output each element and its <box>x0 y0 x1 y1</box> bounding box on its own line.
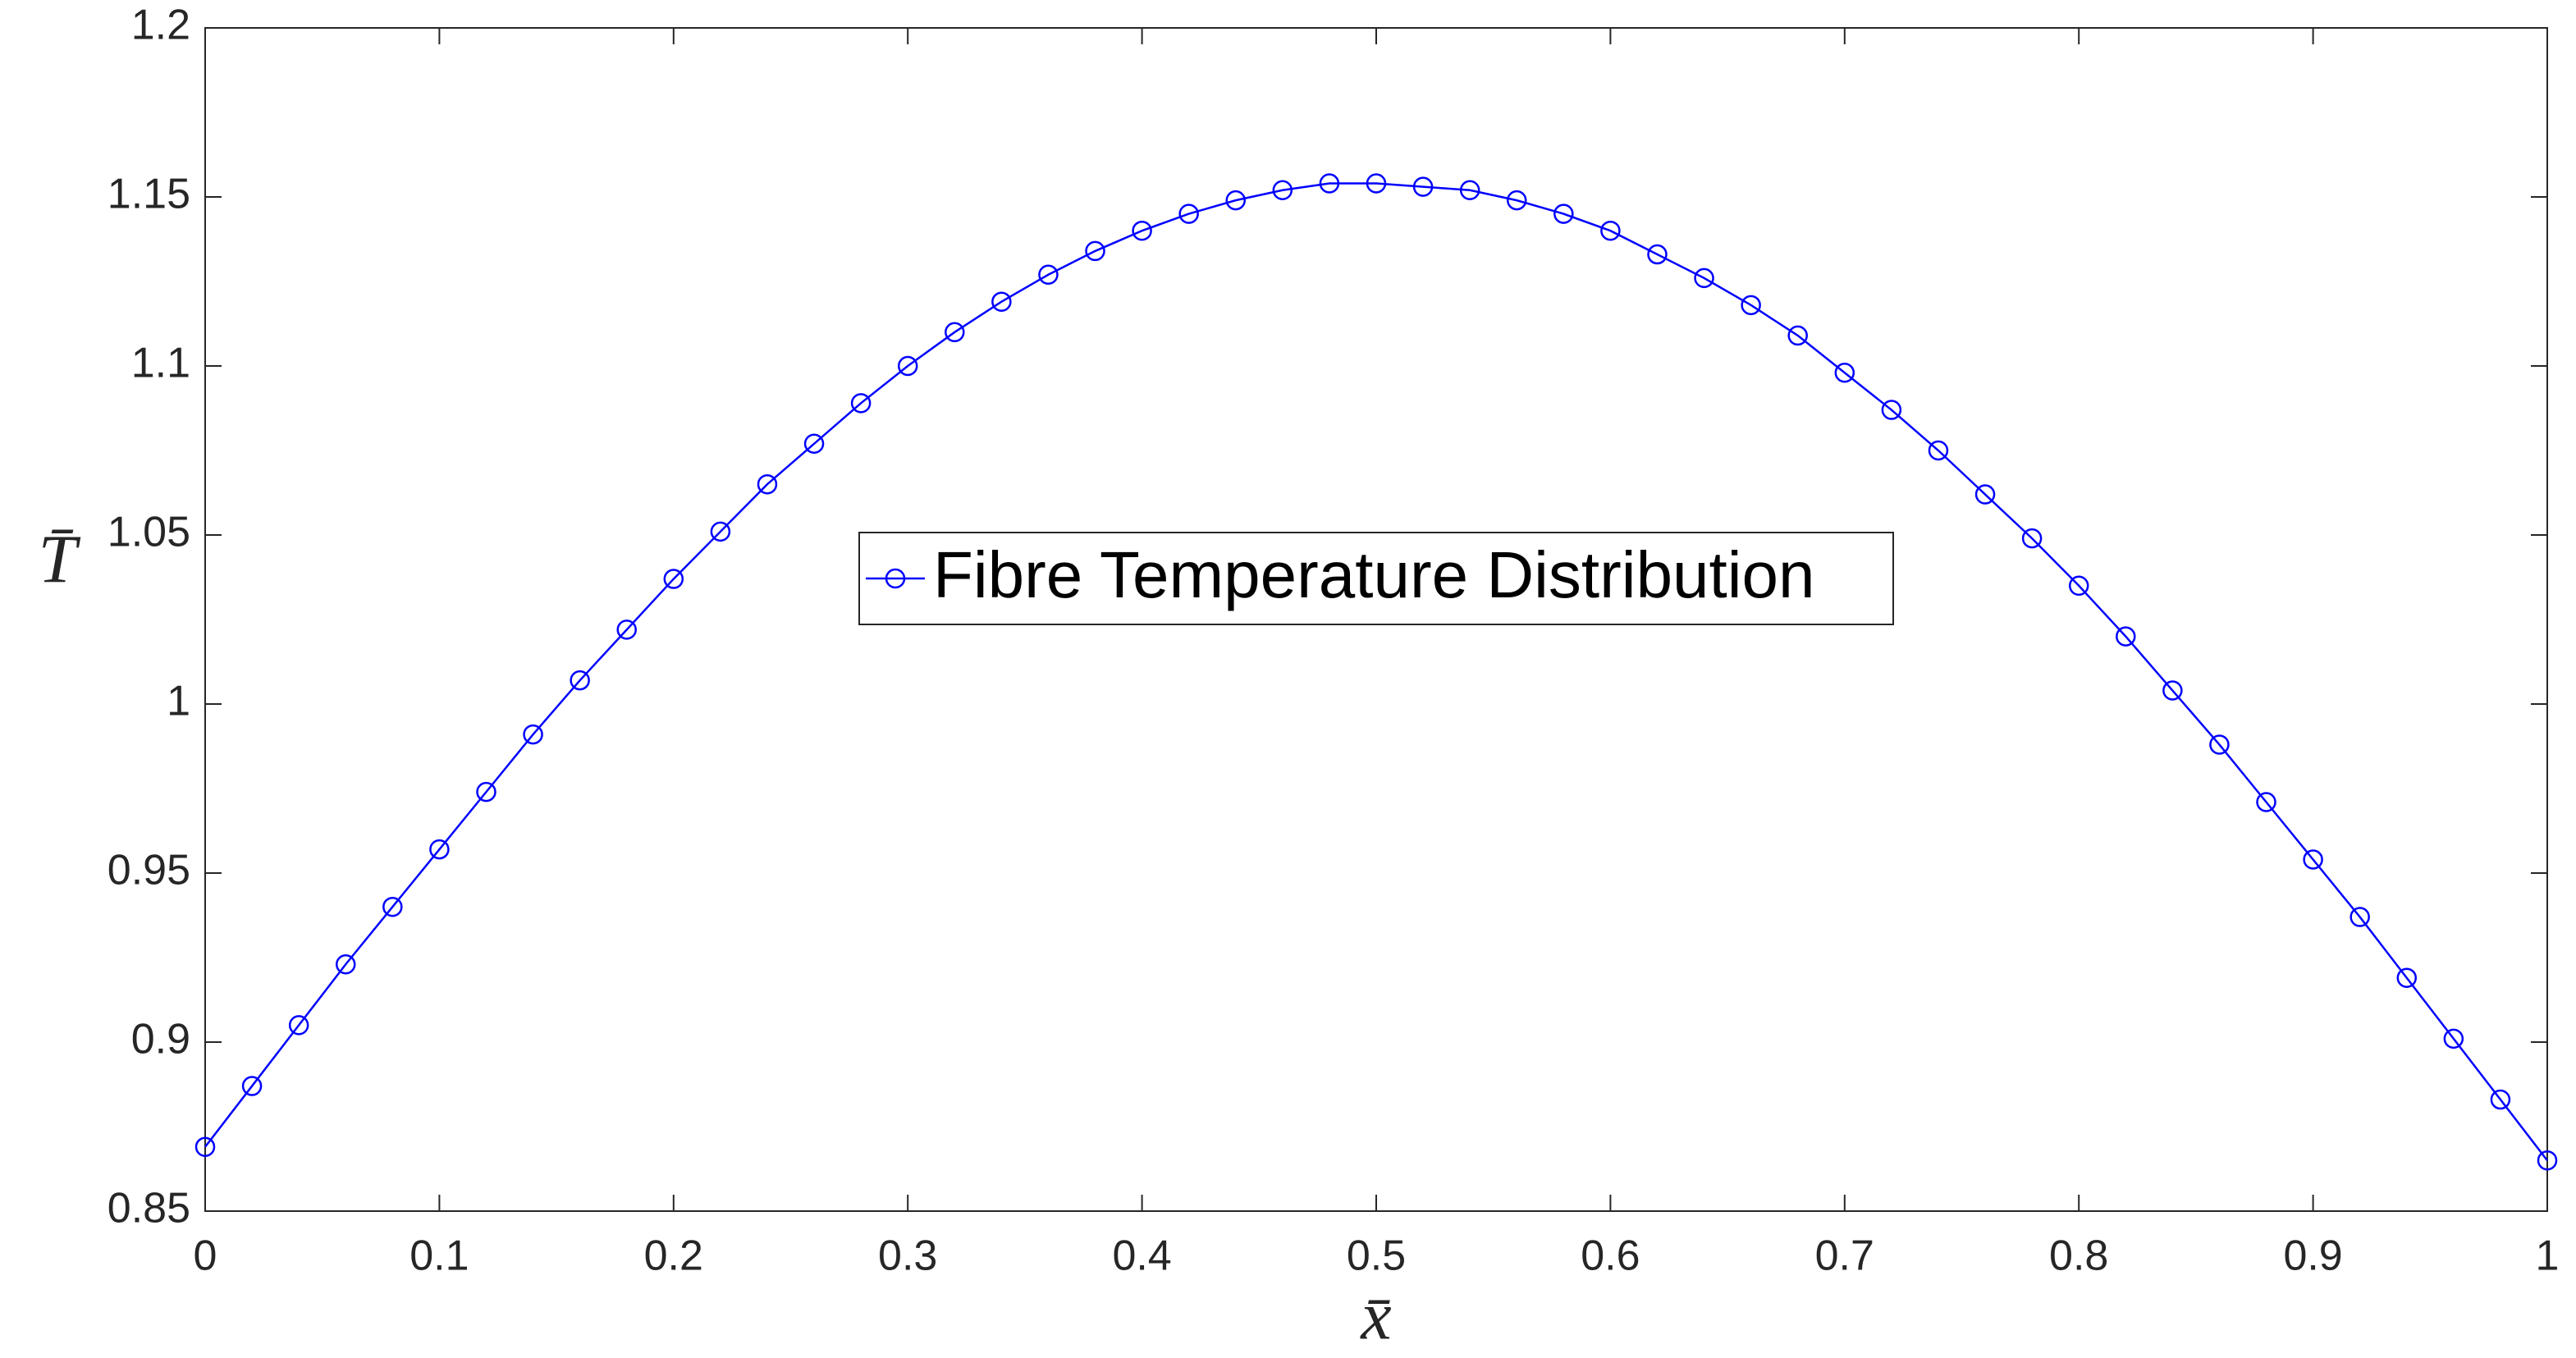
data-marker <box>2396 967 2418 988</box>
data-marker <box>850 393 872 414</box>
data-marker <box>991 291 1012 312</box>
y-tick-label: 1.05 <box>108 509 190 556</box>
data-marker <box>1412 176 1434 197</box>
x-tick-label: 0.9 <box>2283 1232 2342 1280</box>
x-axis-label: x̄ <box>1359 1278 1391 1354</box>
legend-label: Fibre Temperature Distribution <box>933 538 1815 611</box>
y-axis-label: T̄ <box>39 521 81 597</box>
data-marker <box>1741 295 1761 316</box>
x-tick-label: 0.5 <box>1347 1232 1406 1280</box>
data-marker <box>2490 1089 2511 1110</box>
x-tick-label: 0 <box>194 1232 217 1280</box>
x-tick-label: 0.8 <box>2049 1232 2108 1280</box>
data-marker <box>1787 325 1808 346</box>
data-marker <box>1834 362 1855 383</box>
data-marker <box>241 1076 263 1096</box>
x-tick-label: 0.7 <box>1815 1232 1874 1280</box>
data-marker <box>382 896 403 917</box>
data-marker <box>1085 240 1105 262</box>
data-marker <box>2537 1150 2558 1171</box>
data-marker <box>1600 220 1621 241</box>
data-marker <box>570 670 590 691</box>
x-tick-label: 0.6 <box>1581 1232 1640 1280</box>
data-marker <box>616 620 637 640</box>
data-marker <box>1225 190 1247 211</box>
x-tick-label: 1 <box>2536 1232 2560 1280</box>
data-marker <box>1506 190 1527 211</box>
data-marker <box>429 839 450 860</box>
data-marker <box>1459 180 1480 201</box>
legend-box <box>858 532 1894 625</box>
data-marker <box>663 569 684 589</box>
data-marker <box>335 953 356 975</box>
data-marker <box>2116 626 2136 647</box>
data-marker <box>2021 528 2043 549</box>
data-marker <box>1132 220 1152 241</box>
data-marker <box>757 473 778 495</box>
data-marker <box>2256 792 2276 812</box>
data-marker <box>194 1136 216 1157</box>
data-marker <box>2068 575 2089 597</box>
data-marker <box>1366 173 1387 194</box>
y-tick-label: 1.1 <box>131 340 190 387</box>
data-marker <box>1881 400 1902 420</box>
x-tick-label: 0.4 <box>1112 1232 1171 1280</box>
data-marker <box>1928 440 1949 461</box>
data-marker <box>710 521 731 542</box>
data-marker <box>1319 173 1340 194</box>
y-tick-label: 1.15 <box>108 171 190 218</box>
y-tick-label: 0.9 <box>131 1016 190 1063</box>
y-tick-label: 1 <box>167 678 190 725</box>
data-marker <box>1272 180 1293 201</box>
legend-marker <box>885 568 906 589</box>
data-marker <box>1178 203 1199 224</box>
data-marker <box>897 355 918 377</box>
data-marker <box>288 1015 309 1036</box>
data-marker <box>945 322 965 343</box>
x-tick-label: 0.2 <box>644 1232 703 1280</box>
data-marker <box>2443 1028 2464 1049</box>
data-marker <box>2162 680 2183 701</box>
y-tick-label: 0.95 <box>108 847 190 894</box>
data-marker <box>1974 484 1996 505</box>
data-marker <box>2350 907 2370 927</box>
legend: Fibre Temperature Distribution <box>858 532 1894 625</box>
data-marker <box>476 781 496 802</box>
data-marker <box>803 433 825 455</box>
data-marker <box>1038 264 1059 286</box>
y-tick-label: 1.2 <box>131 2 190 49</box>
x-tick-label: 0.1 <box>410 1232 469 1280</box>
data-line <box>204 182 2548 1161</box>
data-marker <box>1553 203 1574 224</box>
x-tick-label: 0.3 <box>878 1232 937 1280</box>
data-marker <box>523 724 543 745</box>
y-tick-label: 0.85 <box>108 1185 190 1232</box>
data-marker <box>2303 849 2323 870</box>
data-marker <box>1647 244 1668 265</box>
data-marker <box>2209 734 2230 755</box>
data-marker <box>1694 267 1714 289</box>
